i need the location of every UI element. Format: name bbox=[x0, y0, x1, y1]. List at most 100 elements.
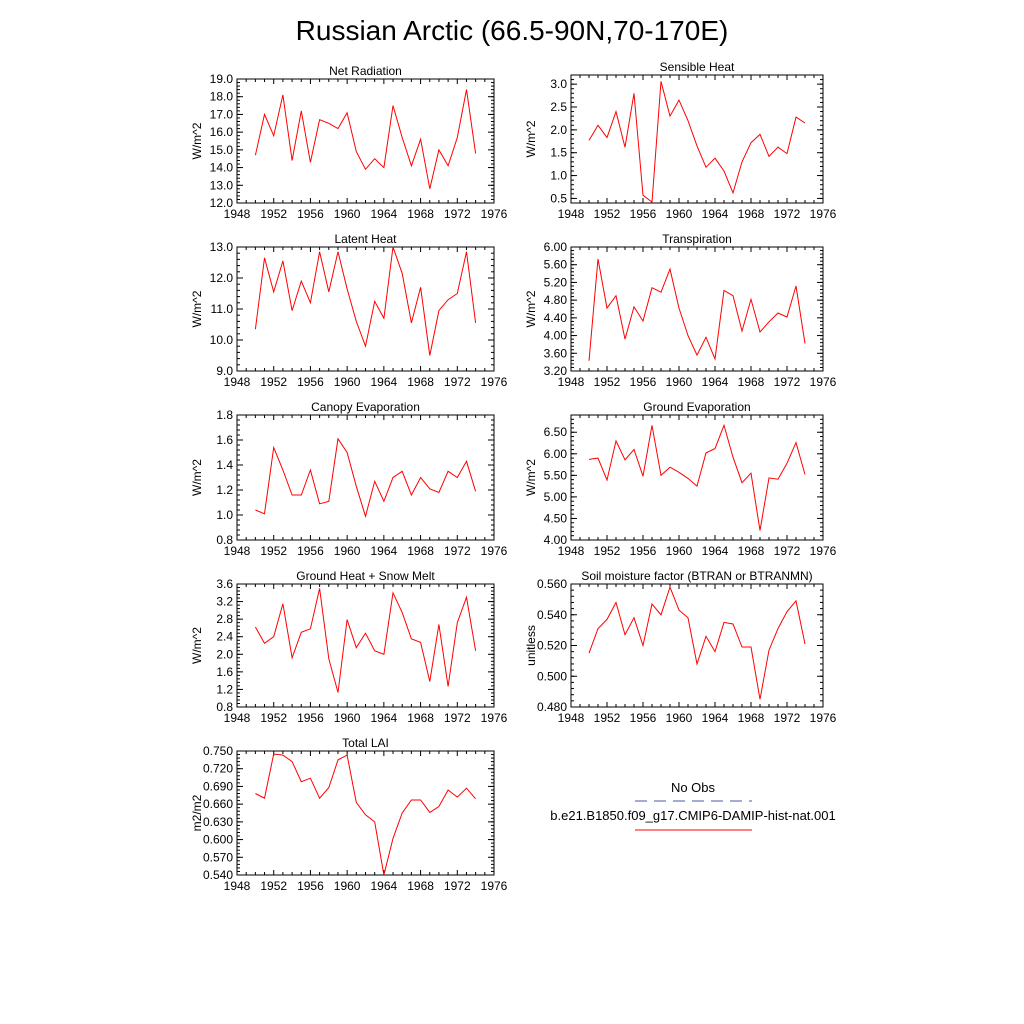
y-tick-label: 0.500 bbox=[537, 669, 567, 683]
y-axis-label: W/m^2 bbox=[524, 290, 538, 327]
x-tick-label: 1976 bbox=[810, 207, 837, 221]
x-tick-label: 1960 bbox=[334, 711, 361, 725]
x-tick-label: 1972 bbox=[444, 879, 471, 893]
y-tick-label: 0.520 bbox=[537, 639, 567, 653]
y-tick-label: 2.0 bbox=[550, 123, 567, 137]
x-tick-label: 1960 bbox=[666, 544, 693, 558]
y-tick-label: 4.00 bbox=[544, 329, 568, 343]
y-tick-label: 0.570 bbox=[203, 850, 233, 864]
x-tick-label: 1976 bbox=[810, 375, 837, 389]
y-tick-label: 2.8 bbox=[216, 612, 233, 626]
x-tick-label: 1968 bbox=[738, 711, 765, 725]
y-tick-label: 13.0 bbox=[210, 178, 234, 192]
series-line bbox=[588, 423, 806, 531]
x-tick-label: 1972 bbox=[444, 711, 471, 725]
y-tick-label: 5.20 bbox=[544, 275, 568, 289]
x-tick-label: 1948 bbox=[224, 711, 251, 725]
x-tick-label: 1948 bbox=[224, 375, 251, 389]
y-tick-label: 1.6 bbox=[216, 433, 233, 447]
x-tick-label: 1948 bbox=[558, 207, 585, 221]
x-tick-label: 1960 bbox=[334, 207, 361, 221]
x-tick-label: 1948 bbox=[558, 375, 585, 389]
x-tick-label: 1968 bbox=[407, 207, 434, 221]
x-tick-label: 1960 bbox=[334, 879, 361, 893]
series-line bbox=[255, 753, 476, 876]
y-tick-label: 2.4 bbox=[216, 630, 233, 644]
y-tick-label: 10.0 bbox=[210, 333, 234, 347]
x-tick-label: 1968 bbox=[407, 544, 434, 558]
x-tick-label: 1956 bbox=[630, 544, 657, 558]
x-tick-label: 1948 bbox=[558, 544, 585, 558]
panel-total-lai: Total LAI 1948 1952 1956 1960 1964 1968 1972 197… bbox=[190, 736, 508, 893]
y-tick-label: 0.750 bbox=[203, 744, 233, 758]
y-tick-label: 4.80 bbox=[544, 293, 568, 307]
x-tick-label: 1948 bbox=[558, 711, 585, 725]
panel-title: Total LAI bbox=[342, 736, 389, 750]
x-tick-label: 1968 bbox=[738, 375, 765, 389]
y-tick-label: 2.5 bbox=[550, 100, 567, 114]
x-tick-label: 1952 bbox=[260, 207, 287, 221]
legend-model-label: b.e21.B1850.f09_g17.CMIP6-DAMIP-hist-nat… bbox=[550, 808, 835, 823]
y-tick-label: 11.0 bbox=[211, 302, 234, 316]
x-tick-label: 1952 bbox=[260, 879, 287, 893]
y-tick-label: 3.6 bbox=[216, 577, 233, 591]
y-tick-label: 4.50 bbox=[544, 511, 568, 525]
y-tick-label: 17.0 bbox=[210, 107, 234, 121]
x-tick-label: 1960 bbox=[334, 544, 361, 558]
y-tick-label: 4.00 bbox=[544, 533, 568, 547]
y-tick-label: 3.60 bbox=[544, 346, 568, 360]
x-tick-label: 1972 bbox=[444, 544, 471, 558]
x-tick-label: 1968 bbox=[407, 375, 434, 389]
x-tick-label: 1960 bbox=[666, 375, 693, 389]
y-axis-label: W/m^2 bbox=[524, 459, 538, 496]
x-tick-label: 1952 bbox=[260, 544, 287, 558]
y-tick-label: 1.0 bbox=[550, 169, 567, 183]
y-axis-label: W/m^2 bbox=[190, 627, 204, 664]
panel-latent-heat: Latent Heat 1948 1952 1956 1960 1964 1968 1972 1… bbox=[190, 232, 508, 389]
x-tick-label: 1964 bbox=[702, 207, 729, 221]
y-tick-label: 2.0 bbox=[216, 647, 233, 661]
series-line bbox=[255, 437, 477, 519]
y-axis-label: m2/m2 bbox=[190, 794, 204, 831]
series-line bbox=[254, 588, 477, 693]
y-tick-label: 18.0 bbox=[210, 90, 234, 104]
x-tick-label: 1956 bbox=[630, 207, 657, 221]
panel-title: Latent Heat bbox=[334, 232, 397, 246]
x-tick-label: 1948 bbox=[224, 544, 251, 558]
y-tick-label: 15.0 bbox=[210, 143, 234, 157]
x-tick-label: 1952 bbox=[260, 375, 287, 389]
panel-title: Canopy Evaporation bbox=[311, 400, 420, 414]
y-tick-label: 0.5 bbox=[550, 191, 567, 205]
x-tick-label: 1976 bbox=[481, 879, 508, 893]
legend-obs-label: No Obs bbox=[671, 780, 716, 795]
x-tick-label: 1964 bbox=[371, 207, 398, 221]
y-tick-label: 6.00 bbox=[544, 240, 568, 254]
y-tick-label: 0.8 bbox=[216, 700, 233, 714]
x-tick-label: 1976 bbox=[810, 544, 837, 558]
x-tick-label: 1968 bbox=[407, 711, 434, 725]
panel-sensible-heat: Sensible Heat 1948 1952 1956 1960 1964 1968 197… bbox=[524, 60, 837, 221]
y-tick-label: 0.540 bbox=[537, 608, 567, 622]
series-line bbox=[588, 258, 806, 361]
y-tick-label: 1.6 bbox=[216, 665, 233, 679]
y-tick-label: 6.50 bbox=[544, 425, 568, 439]
figure-title: Russian Arctic (66.5-90N,70-170E) bbox=[296, 15, 729, 46]
x-tick-label: 1948 bbox=[224, 879, 251, 893]
panels: Net Radiation 1948 1952 1956 1960 1964 1968 197… bbox=[190, 60, 837, 893]
y-tick-label: 0.630 bbox=[203, 815, 233, 829]
x-tick-label: 1976 bbox=[481, 544, 508, 558]
x-tick-label: 1964 bbox=[371, 711, 398, 725]
y-tick-label: 14.0 bbox=[210, 161, 234, 175]
x-tick-label: 1972 bbox=[774, 207, 801, 221]
y-tick-label: 13.0 bbox=[210, 240, 234, 254]
y-tick-label: 1.5 bbox=[550, 146, 567, 160]
x-tick-label: 1956 bbox=[297, 544, 324, 558]
x-tick-label: 1956 bbox=[630, 375, 657, 389]
y-tick-label: 3.20 bbox=[544, 364, 568, 378]
x-tick-label: 1976 bbox=[481, 711, 508, 725]
panel-ground-heat-snow-melt: Ground Heat + Snow Melt 1948 1952 1956 1960 1… bbox=[190, 569, 508, 725]
y-tick-label: 3.0 bbox=[550, 77, 567, 91]
panel-title: Transpiration bbox=[662, 232, 732, 246]
legend: No Obs b.e21.B1850.f09_g17.CMIP6-DAMIP-h… bbox=[550, 780, 836, 831]
x-tick-label: 1956 bbox=[297, 375, 324, 389]
